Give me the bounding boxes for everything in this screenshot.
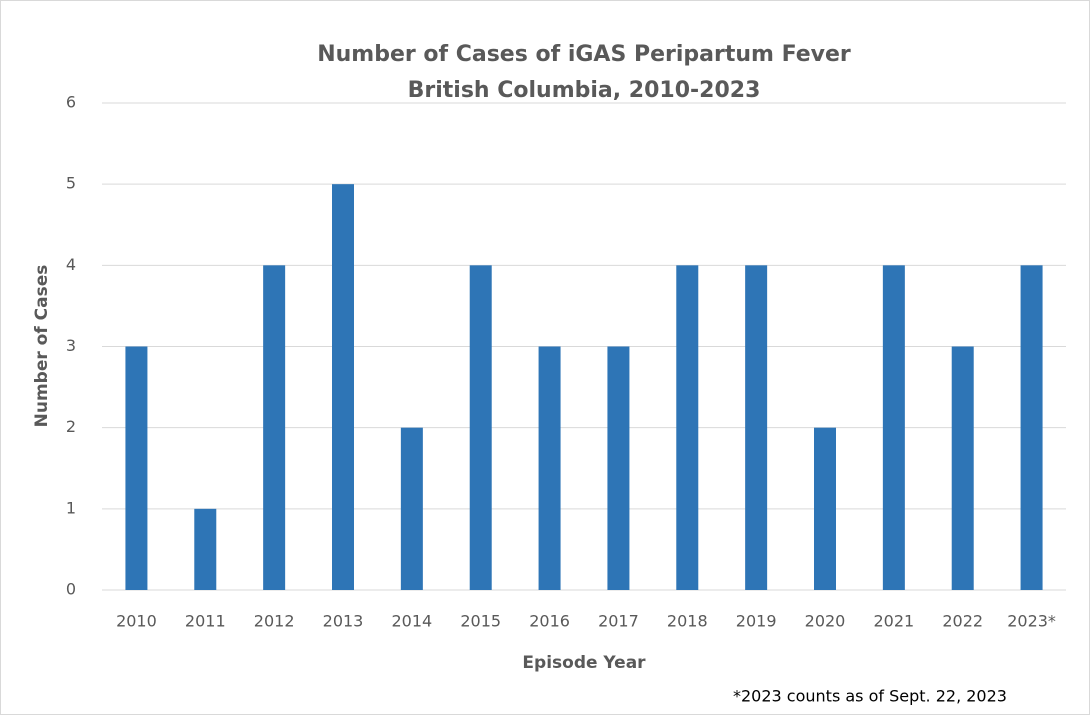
- x-tick-label: 2010: [116, 612, 157, 631]
- chart-subtitle: British Columbia, 2010-2023: [408, 78, 761, 103]
- x-tick-label: 2021: [873, 612, 914, 631]
- y-tick-label: 2: [66, 417, 76, 436]
- x-tick-label: 2012: [254, 612, 295, 631]
- chart-title: Number of Cases of iGAS Peripartum Fever: [317, 42, 851, 67]
- x-axis-label: Episode Year: [522, 653, 646, 673]
- bar: [814, 427, 836, 590]
- bar: [951, 346, 974, 590]
- y-tick-label: 1: [66, 498, 76, 517]
- x-tick-label: 2022: [942, 612, 983, 631]
- bar: [469, 265, 492, 590]
- x-tick-label: 2015: [460, 612, 501, 631]
- bar: [882, 265, 905, 590]
- y-tick-label: 0: [66, 580, 76, 599]
- x-tick-label: 2014: [391, 612, 432, 631]
- x-tick-label: 2020: [805, 612, 846, 631]
- bar: [194, 508, 217, 590]
- y-axis-label: Number of Cases: [32, 265, 52, 428]
- bar: [676, 265, 699, 590]
- annotation: *2023 counts as of Sept. 22, 2023: [733, 687, 1007, 706]
- x-tick-label: 2016: [529, 612, 570, 631]
- x-tick-label: 2013: [323, 612, 364, 631]
- x-tick-label: 2011: [185, 612, 226, 631]
- y-tick-label: 4: [66, 255, 76, 274]
- bar: [745, 265, 768, 590]
- bar: [125, 346, 148, 590]
- x-tick-label: 2017: [598, 612, 639, 631]
- bar: [263, 265, 286, 590]
- y-tick-label: 5: [66, 174, 76, 193]
- bar: [332, 184, 354, 590]
- bar: [400, 427, 423, 590]
- bar: [538, 346, 561, 590]
- y-tick-label: 6: [66, 93, 76, 112]
- bar: [1020, 265, 1043, 590]
- x-tick-label: 2023*: [1007, 612, 1056, 631]
- x-tick-label: 2018: [667, 612, 708, 631]
- bar: [607, 346, 630, 590]
- y-tick-label: 3: [66, 336, 76, 355]
- x-tick-label: 2019: [736, 612, 777, 631]
